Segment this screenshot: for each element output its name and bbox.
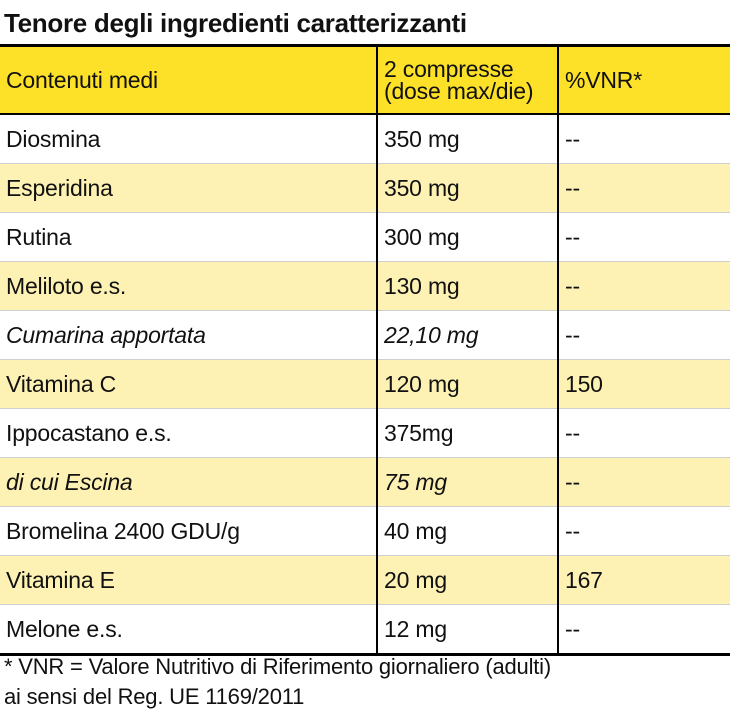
table-row: di cui Escina 75 mg --: [0, 457, 730, 507]
ingredient-vnr: --: [557, 310, 730, 360]
ingredient-name: Diosmina: [6, 125, 101, 152]
ingredient-amount: 300 mg: [376, 212, 558, 262]
table-row: Ippocastano e.s. 375mg --: [0, 408, 730, 458]
ingredient-amount: 40 mg: [376, 506, 558, 556]
ingredient-name: Meliloto e.s.: [0, 261, 377, 311]
header-dose-line1: 2 compresse: [384, 56, 514, 82]
ingredient-amount: 20 mg: [376, 555, 558, 605]
table-row: Meliloto e.s. 130 mg --: [0, 261, 730, 311]
ingredient-amount: 130 mg: [376, 261, 558, 311]
ingredient-name: Rutina: [0, 212, 377, 262]
table-row: Vitamina E 20 mg 167: [0, 555, 730, 605]
header-dose: 2 compresse (dose max/die): [376, 47, 558, 115]
ingredient-vnr: --: [557, 163, 730, 213]
ingredient-vnr: --: [557, 506, 730, 556]
header-average-content: Contenuti medi: [0, 47, 377, 115]
header-row: Contenuti medi 2 compresse (dose max/die…: [0, 47, 730, 115]
ingredient-amount: 12 mg: [376, 604, 558, 653]
ingredient-amount: 75 mg: [376, 457, 558, 507]
ingredient-amount: 350 mg: [376, 114, 558, 164]
table-row: Melone e.s. 12 mg --: [0, 604, 730, 653]
ingredient-vnr: --: [557, 114, 730, 164]
ingredient-amount: 350 mg: [376, 163, 558, 213]
ingredient-amount: 120 mg: [376, 359, 558, 409]
ingredient-name: Bromelina 2400 GDU/g: [0, 506, 377, 556]
table-row: Esperidina 350 mg --: [0, 163, 730, 213]
ingredient-name: Esperidina: [0, 163, 377, 213]
table-body: Diosmina 350 mg -- Esperidina 350 mg -- …: [0, 114, 730, 653]
table-row: Cumarina apportata 22,10 mg --: [0, 310, 730, 360]
table-row: Bromelina 2400 GDU/g 40 mg --: [0, 506, 730, 556]
ingredient-vnr: --: [557, 604, 730, 653]
ingredient-vnr: 150: [557, 359, 730, 409]
header-dose-line2: (dose max/die): [384, 78, 534, 104]
table-row: Rutina 300 mg --: [0, 212, 730, 262]
ingredient-vnr: 167: [557, 555, 730, 605]
ingredient-amount: 375mg: [376, 408, 558, 458]
ingredient-name: Melone e.s.: [0, 604, 377, 653]
ingredient-vnr: --: [557, 408, 730, 458]
ingredient-name: di cui Escina: [0, 457, 377, 507]
ingredient-name: Vitamina E: [0, 555, 377, 605]
footnote: * VNR = Valore Nutritivo di Riferimento …: [4, 652, 551, 712]
footnote-line-2: ai sensi del Reg. UE 1169/2011: [4, 684, 305, 709]
page-title: Tenore degli ingredienti caratterizzanti: [4, 8, 467, 38]
ingredient-name: Cumarina apportata: [0, 310, 377, 360]
ingredient-name: Ippocastano e.s.: [0, 408, 377, 458]
header-vnr: %VNR*: [557, 47, 730, 115]
ingredients-table-frame: Contenuti medi 2 compresse (dose max/die…: [0, 44, 730, 656]
ingredient-name: Vitamina C: [0, 359, 377, 409]
ingredient-vnr: --: [557, 212, 730, 262]
ingredient-vnr: --: [557, 457, 730, 507]
table-row: Diosmina 350 mg --: [0, 114, 730, 164]
table-header: Contenuti medi 2 compresse (dose max/die…: [0, 47, 730, 115]
footnote-line-1: * VNR = Valore Nutritivo di Riferimento …: [4, 654, 551, 679]
ingredients-table: Contenuti medi 2 compresse (dose max/die…: [0, 47, 730, 653]
ingredient-amount: 22,10 mg: [376, 310, 558, 360]
ingredient-vnr: --: [557, 261, 730, 311]
table-row: Vitamina C 120 mg 150: [0, 359, 730, 409]
